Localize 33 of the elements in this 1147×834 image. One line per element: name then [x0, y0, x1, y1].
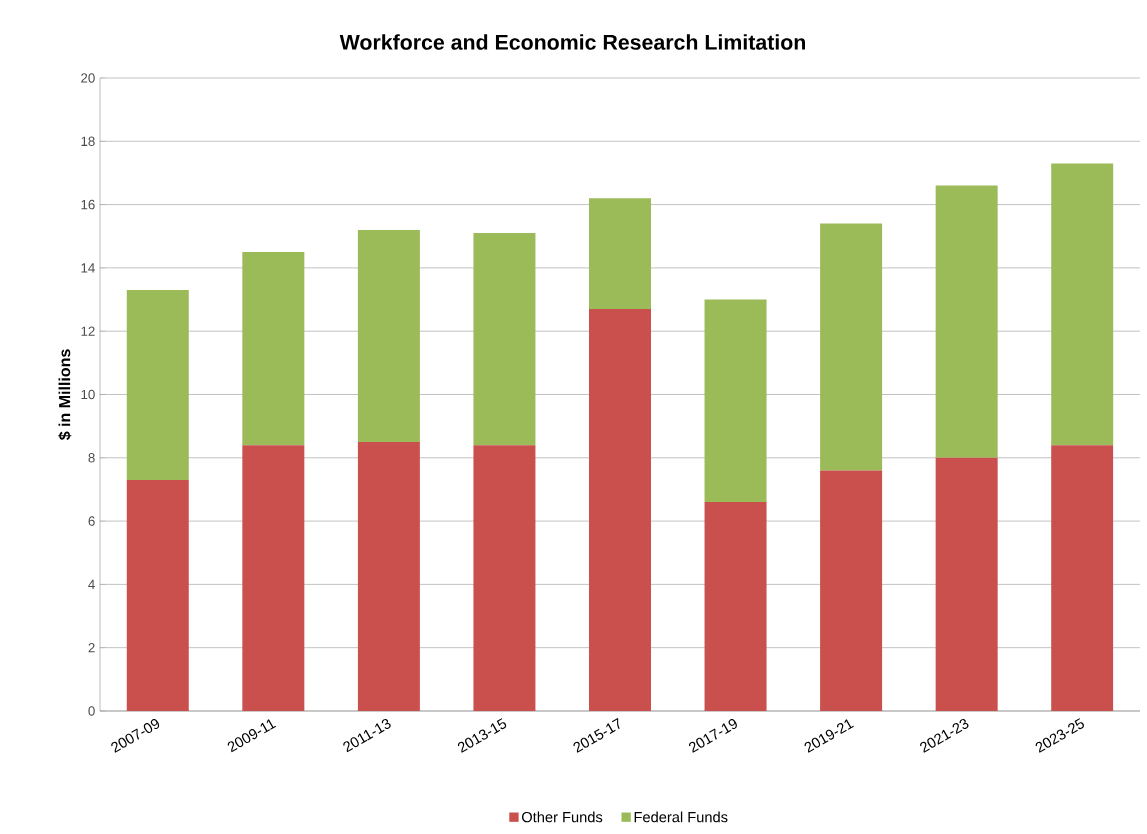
y-tick-label: 14 — [81, 263, 95, 273]
bar — [242, 445, 305, 711]
bar — [126, 479, 189, 711]
y-tick-label: 2 — [88, 643, 95, 653]
y-tick-label: 20 — [81, 73, 95, 83]
bar — [820, 470, 883, 711]
bar — [1051, 163, 1114, 446]
bar — [704, 502, 767, 711]
y-tick-label: 0 — [88, 706, 95, 716]
bar — [473, 233, 536, 446]
bar — [126, 290, 189, 480]
y-axis-title: $ in Millions — [58, 349, 72, 441]
bar — [935, 457, 998, 711]
bar — [588, 309, 651, 711]
y-tick-label: 18 — [81, 136, 95, 146]
bar — [242, 252, 305, 446]
y-tick-label: 4 — [88, 579, 95, 589]
bar — [935, 185, 998, 458]
bar — [704, 299, 767, 503]
bar — [473, 445, 536, 711]
bar — [357, 229, 420, 442]
y-tick-label: 8 — [88, 453, 95, 463]
y-tick-label: 10 — [81, 389, 95, 400]
bar — [588, 198, 651, 310]
bar — [1051, 445, 1114, 711]
y-tick-label: 6 — [88, 516, 95, 526]
chart-title: Workforce and Economic Research Limitation — [339, 34, 805, 50]
y-tick-label: 12 — [81, 326, 95, 336]
bar — [357, 441, 420, 711]
legend-label: Other Funds — [521, 811, 603, 823]
y-tick-label: 16 — [81, 199, 95, 210]
bar — [820, 223, 883, 471]
legend-label: Federal Funds — [634, 811, 728, 823]
